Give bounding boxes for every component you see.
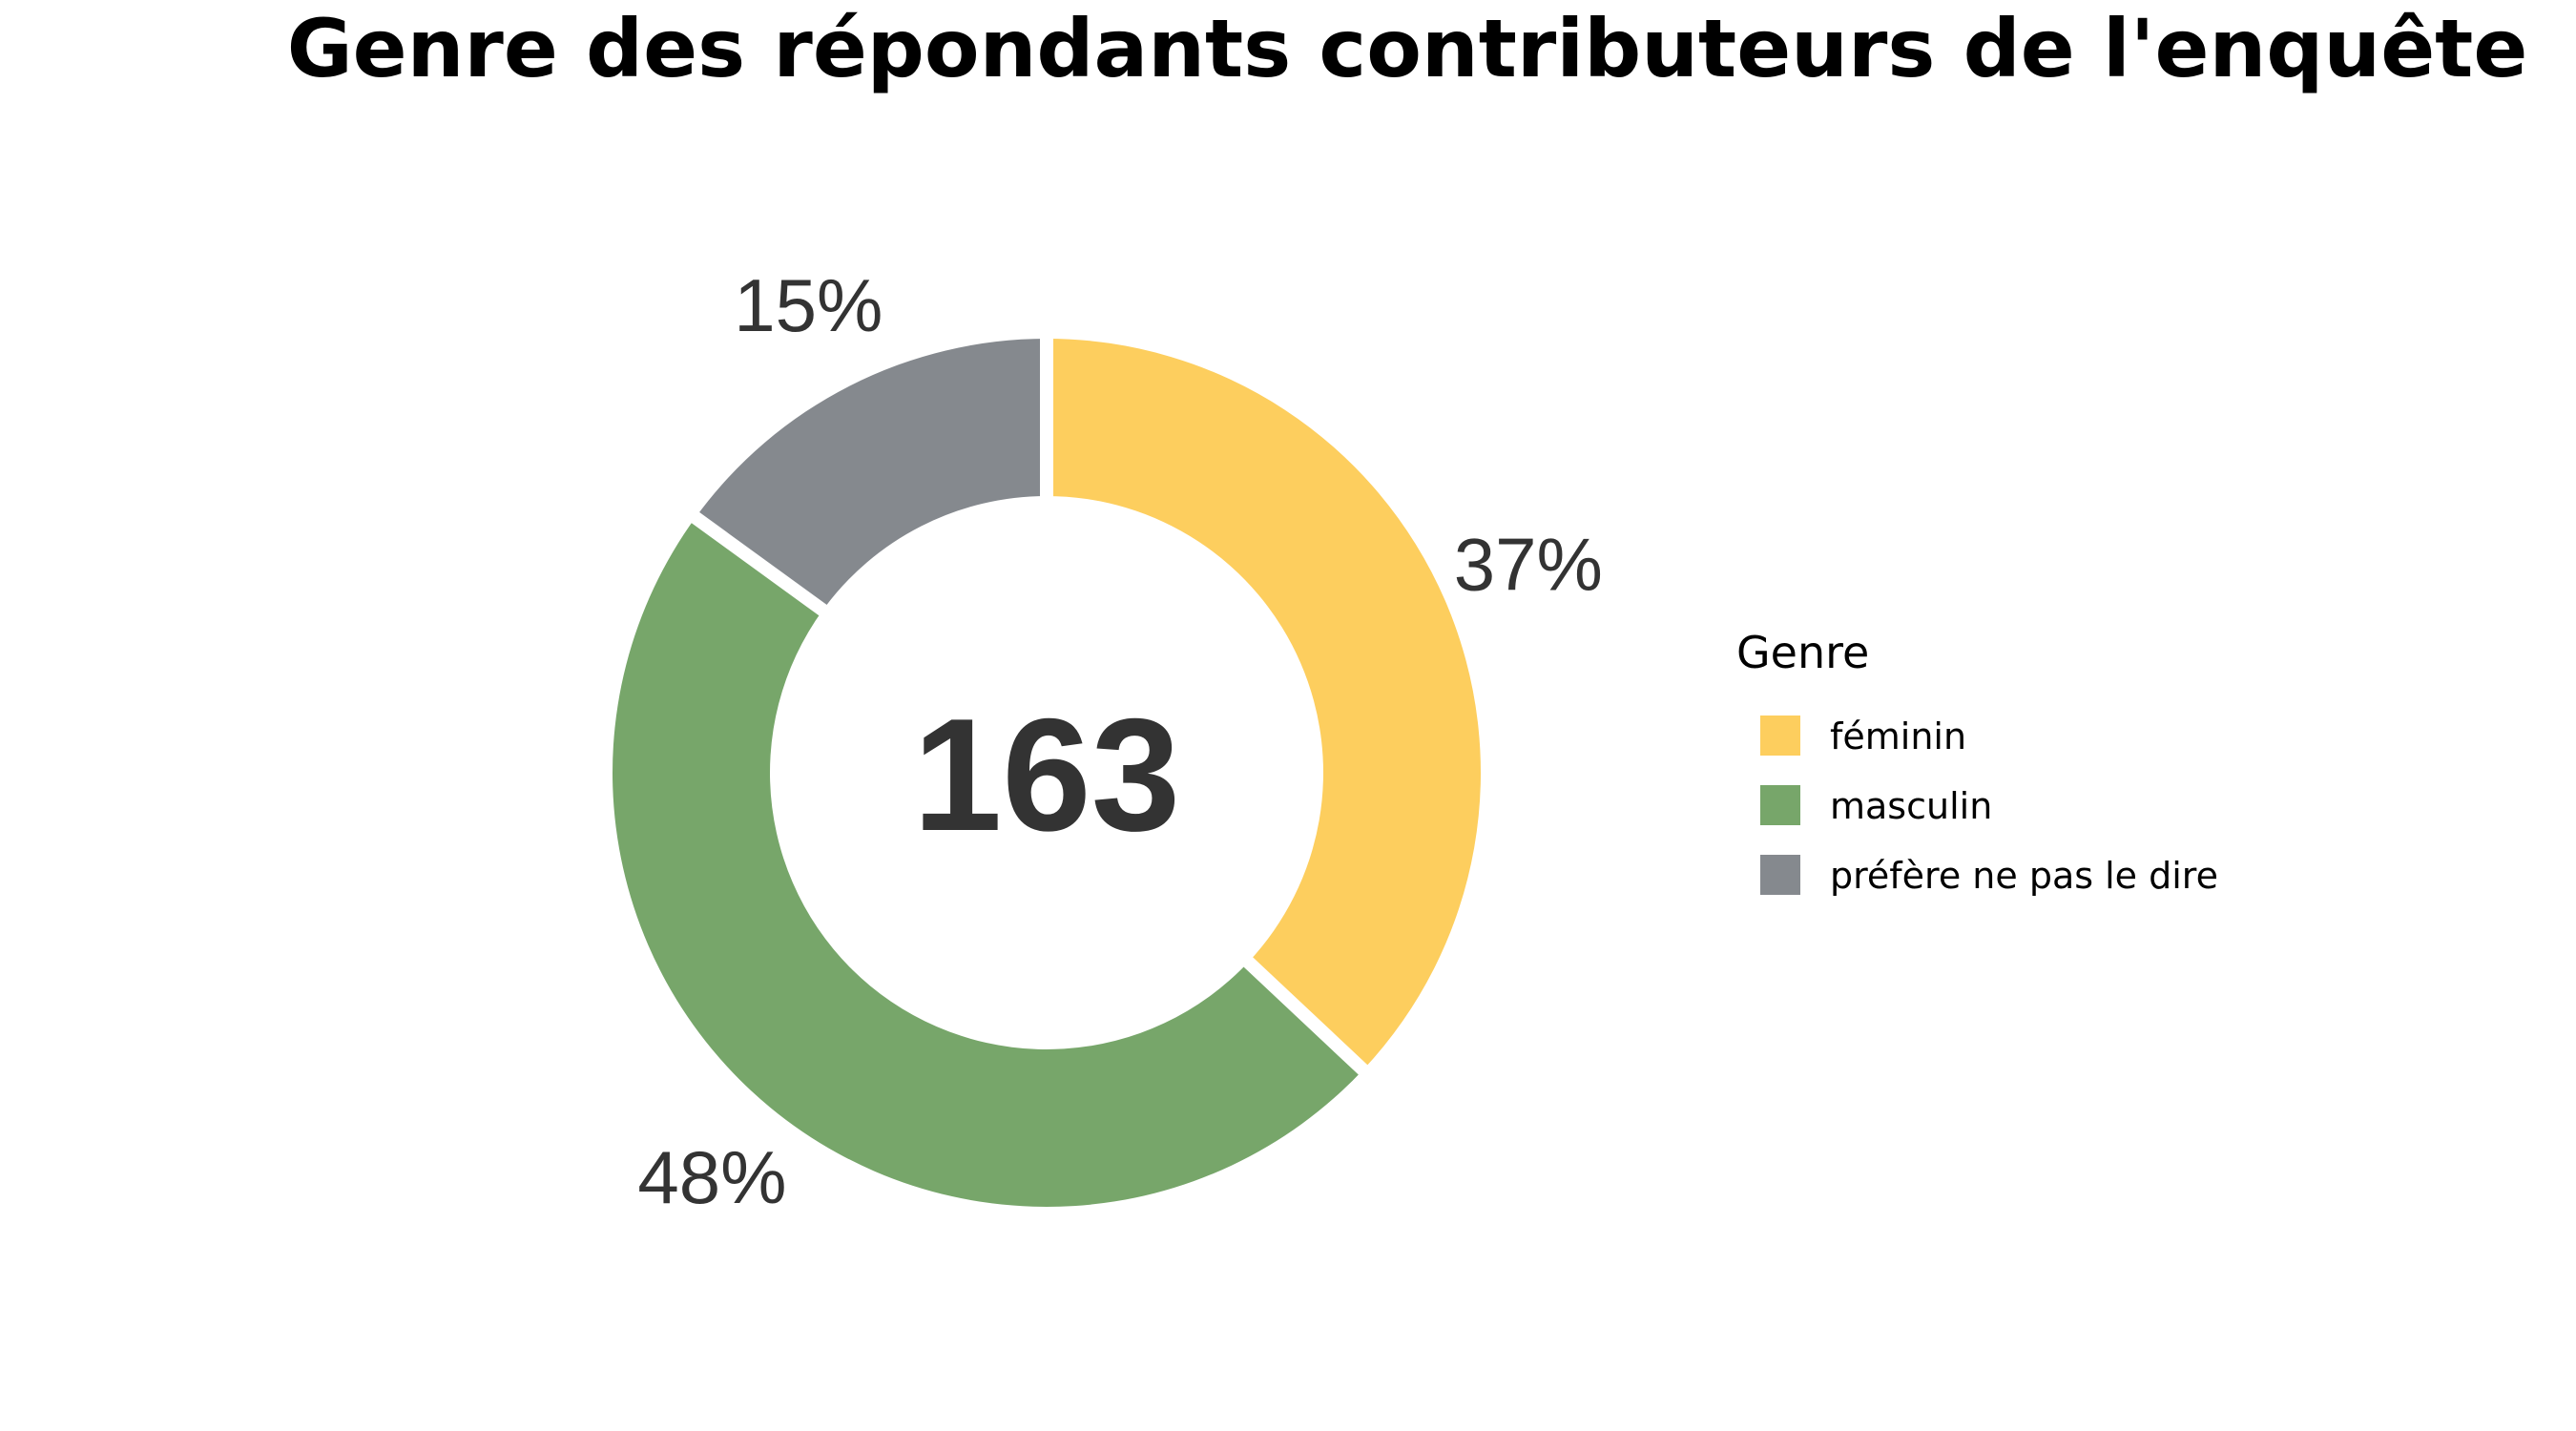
legend-item-masculin: masculin [1760,785,1992,827]
legend-label-prefere-ne-pas-le-dire: préfère ne pas le dire [1830,855,2218,897]
chart-title: Genre des répondants contributeurs de l'… [287,2,2528,95]
legend-swatch-prefere-ne-pas-le-dire [1760,855,1800,895]
slice-separator [1240,954,1371,1078]
percent-label-feminin: 37% [1454,523,1603,607]
legend-label-feminin: féminin [1830,716,1966,757]
donut-slice-feminin [1047,339,1482,1070]
legend-label-masculin: masculin [1830,785,1992,827]
legend-title: Genre [1736,627,1869,678]
center-total-count: 163 [913,685,1180,864]
legend-item-feminin: féminin [1760,716,1966,757]
legend-swatch-masculin [1760,785,1800,825]
donut-slice-prefere-ne-pas-le-dire [695,339,1047,611]
donut-slices [612,335,1482,1208]
legend: Genre féminin masculin préfère ne pas le d… [1736,627,2218,897]
percent-label-masculin: 48% [637,1135,786,1219]
legend-items: féminin masculin préfère ne pas le dire [1760,716,2218,897]
legend-item-prefere-ne-pas-le-dire: préfère ne pas le dire [1760,855,2218,897]
percent-labels: 37% 48% 15% [637,263,1602,1219]
percent-label-prefere-ne-pas-le-dire: 15% [734,263,883,347]
legend-swatch-feminin [1760,716,1800,756]
donut-slice-masculin [612,517,1363,1208]
slice-separator [688,509,830,618]
